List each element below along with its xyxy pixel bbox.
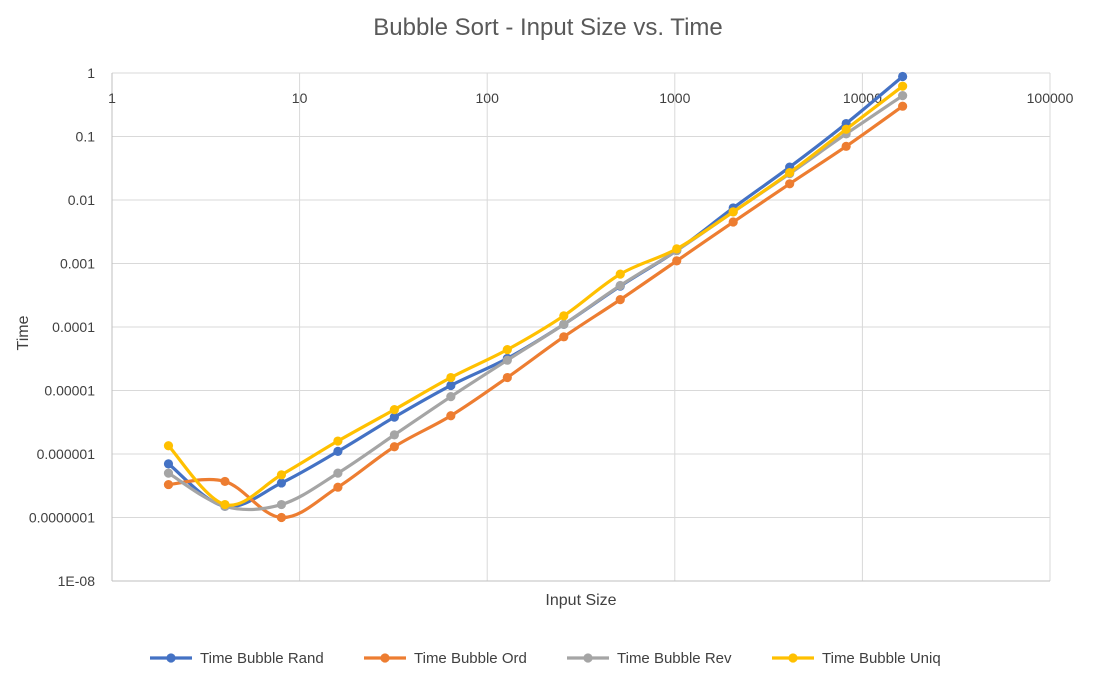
legend-marker (166, 653, 176, 663)
data-point (389, 405, 399, 415)
data-point (502, 355, 512, 365)
x-axis-title: Input Size (545, 592, 616, 609)
data-point (502, 345, 512, 355)
x-axis: 1 10 100 1000 10000 100000 (108, 90, 1073, 106)
data-point (333, 468, 343, 478)
legend-marker (788, 653, 798, 663)
data-point (163, 479, 174, 490)
data-point (389, 412, 399, 422)
y-tick-label: 0.00001 (44, 383, 95, 399)
y-tick-label: 0.000001 (37, 446, 96, 462)
legend-marker (583, 653, 593, 663)
data-point (728, 217, 738, 227)
series-time-bubble-ord (163, 101, 908, 523)
data-point (389, 442, 399, 452)
legend-item: Time Bubble Rand (150, 650, 324, 667)
data-point (163, 459, 174, 469)
data-point (446, 380, 456, 391)
y-tick-label: 1 (87, 65, 95, 81)
data-point (559, 332, 569, 342)
x-tick-label: 100000 (1027, 90, 1074, 106)
data-point (163, 468, 174, 478)
data-point (446, 372, 456, 383)
data-point (276, 470, 287, 480)
series-line (166, 104, 905, 520)
legend-item: Time Bubble Rev (567, 650, 732, 667)
data-point (559, 319, 569, 329)
data-point (898, 91, 908, 101)
legend-label: Time Bubble Rand (200, 650, 324, 667)
data-point (672, 256, 682, 266)
data-point (333, 446, 343, 456)
series-time-bubble-rev (163, 91, 908, 512)
x-tick-label: 100 (476, 90, 500, 106)
series-time-bubble-rand (163, 71, 908, 511)
data-point (841, 141, 851, 151)
data-point (276, 512, 287, 523)
chart-title: Bubble Sort - Input Size vs. Time (373, 14, 723, 41)
y-tick-label: 0.1 (76, 129, 96, 145)
y-tick-label: 0.0000001 (29, 510, 95, 526)
data-point (276, 499, 287, 510)
data-point (502, 372, 512, 383)
data-point (446, 411, 456, 421)
data-point (615, 280, 625, 291)
y-tick-label: 1E-08 (58, 573, 96, 589)
y-axis: 1 0.1 0.01 0.001 0.0001 0.00001 0.000001 0.0000… (29, 65, 95, 589)
data-point (220, 499, 230, 510)
x-tick-label: 1 (108, 90, 116, 106)
plot-area (163, 71, 908, 523)
x-tick-label: 1000 (659, 90, 690, 106)
data-point (333, 482, 343, 492)
data-point (898, 81, 908, 91)
legend: Time Bubble Rand Time Bubble Ord Time Bubb… (150, 650, 941, 667)
legend-label: Time Bubble Rev (617, 650, 732, 667)
legend-label: Time Bubble Uniq (822, 650, 941, 667)
data-point (672, 244, 682, 254)
legend-item: Time Bubble Ord (364, 650, 527, 667)
y-tick-label: 0.001 (60, 256, 95, 272)
y-axis-title: Time (15, 315, 32, 350)
data-point (615, 269, 625, 279)
legend-item: Time Bubble Uniq (772, 650, 941, 667)
series-line (166, 84, 905, 507)
data-point (785, 179, 795, 189)
data-point (446, 392, 456, 402)
y-tick-label: 0.0001 (52, 319, 95, 335)
series-time-bubble-uniq (163, 81, 908, 510)
data-point (898, 71, 908, 82)
y-tick-label: 0.01 (68, 192, 95, 208)
legend-marker (380, 653, 390, 663)
legend-label: Time Bubble Ord (414, 650, 527, 667)
data-point (559, 311, 569, 321)
series-line (166, 94, 905, 512)
data-point (389, 430, 399, 440)
data-point (276, 478, 287, 488)
data-point (728, 207, 738, 217)
data-point (841, 124, 851, 134)
data-point (615, 295, 625, 305)
series-line (166, 74, 905, 509)
data-point (220, 476, 230, 487)
data-point (163, 441, 174, 451)
x-tick-label: 10 (292, 90, 308, 106)
data-point (785, 168, 795, 178)
data-point (333, 436, 343, 446)
data-point (898, 101, 908, 111)
